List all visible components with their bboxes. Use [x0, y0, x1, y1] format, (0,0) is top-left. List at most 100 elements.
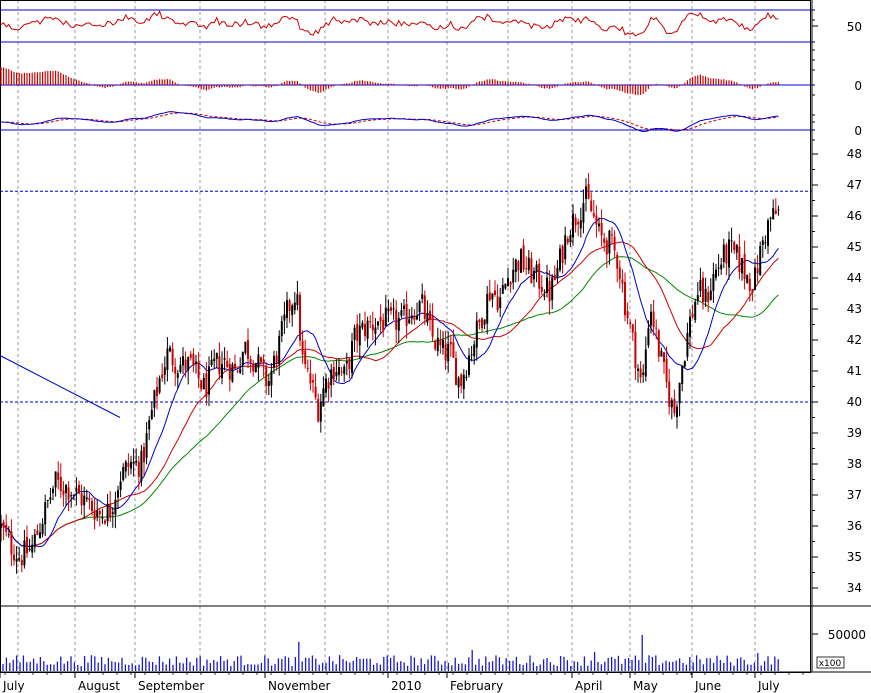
candle-body	[130, 461, 132, 469]
candle-body	[335, 371, 338, 377]
candle-body	[153, 390, 156, 408]
candle-body	[533, 270, 535, 280]
candle-body	[668, 381, 671, 407]
candle-body	[332, 366, 335, 379]
price-tick-label: 42	[847, 333, 862, 347]
candle-body	[470, 354, 473, 356]
price-tick-label: 44	[847, 271, 862, 285]
candle-body	[288, 300, 291, 311]
candle-body	[548, 280, 551, 302]
candle-body	[179, 364, 182, 372]
candle-body	[377, 321, 379, 326]
candle-body	[143, 447, 145, 463]
grid-layer	[0, 0, 871, 673]
candle-body	[774, 210, 777, 215]
candle-body	[96, 510, 99, 517]
candle-body	[132, 461, 135, 464]
candle-body	[325, 378, 327, 393]
candle-body	[475, 320, 478, 348]
candle-body	[418, 301, 421, 313]
candle-body	[124, 461, 127, 472]
candle-body	[670, 400, 673, 408]
candle-body	[608, 230, 611, 254]
price-tick-label: 37	[847, 488, 862, 502]
rsi-panel	[0, 9, 812, 43]
candle-body	[403, 305, 405, 309]
candle-body	[343, 366, 346, 375]
candle-body	[673, 398, 676, 414]
candle-body	[587, 183, 590, 199]
candle-body	[231, 364, 234, 382]
candle-body	[473, 344, 476, 357]
candle-body	[421, 294, 424, 299]
candle-body	[637, 368, 639, 371]
candle-body	[104, 520, 106, 524]
candle-body	[712, 273, 715, 291]
candle-body	[733, 242, 736, 251]
candle-body	[686, 332, 689, 357]
candle-body	[384, 307, 387, 327]
candle-body	[488, 292, 491, 301]
candle-body	[374, 327, 377, 334]
candle-body	[761, 240, 764, 245]
candle-body	[150, 410, 153, 419]
candle-body	[218, 356, 221, 374]
candle-body	[148, 420, 151, 430]
candle-body	[395, 309, 398, 330]
candle-body	[299, 294, 301, 341]
candle-body	[280, 321, 283, 337]
candle-body	[444, 344, 447, 361]
candle-body	[629, 322, 632, 324]
candle-body	[496, 296, 499, 311]
candle-body	[304, 350, 307, 365]
candle-body	[699, 280, 702, 291]
candle-body	[319, 401, 322, 422]
candle-body	[642, 372, 645, 375]
candle-body	[296, 294, 299, 306]
candle-body	[249, 359, 252, 363]
candle-body	[226, 360, 229, 368]
candle-body	[767, 220, 769, 246]
candle-body	[23, 540, 26, 566]
candle-body	[109, 504, 112, 518]
candle-body	[338, 367, 340, 375]
candle-body	[278, 335, 281, 365]
candle-body	[689, 316, 691, 337]
axis-layer: 34 35 36 37 38 39 40 41 42 43 44 45 46 47 48 50 0 0 50000 x…	[0, 9, 866, 693]
candle-body	[660, 350, 663, 357]
candle-body	[41, 524, 44, 535]
candle-body	[468, 355, 470, 376]
candle-body	[301, 340, 304, 355]
price-tick-label: 46	[847, 209, 862, 223]
candle-body	[88, 498, 91, 500]
candle-body	[751, 289, 754, 293]
candle-body	[260, 357, 262, 362]
candle-body	[777, 209, 780, 211]
candle-body	[543, 295, 546, 297]
candle-body	[769, 217, 772, 219]
candle-body	[416, 315, 418, 320]
candle-body	[273, 355, 275, 368]
candle-body	[652, 311, 655, 328]
histogram-panel	[0, 67, 812, 96]
candle-body	[618, 267, 621, 280]
candle-body	[647, 328, 650, 346]
candle-body	[309, 373, 312, 384]
candle-body	[639, 368, 642, 378]
candle-body	[114, 499, 117, 515]
month-label: November	[268, 679, 330, 693]
candle-body	[499, 297, 502, 308]
candle-body	[0, 523, 2, 528]
candle-body	[436, 337, 439, 352]
candle-body	[400, 310, 403, 316]
candle-body	[431, 315, 434, 337]
candle-body	[161, 374, 164, 378]
candle-body	[54, 471, 57, 488]
candle-body	[10, 531, 13, 555]
candle-body	[457, 377, 460, 388]
candle-body	[361, 322, 364, 328]
candle-body	[691, 314, 694, 318]
candle-body	[512, 269, 515, 283]
candle-body	[447, 344, 450, 361]
candle-body	[122, 467, 125, 480]
